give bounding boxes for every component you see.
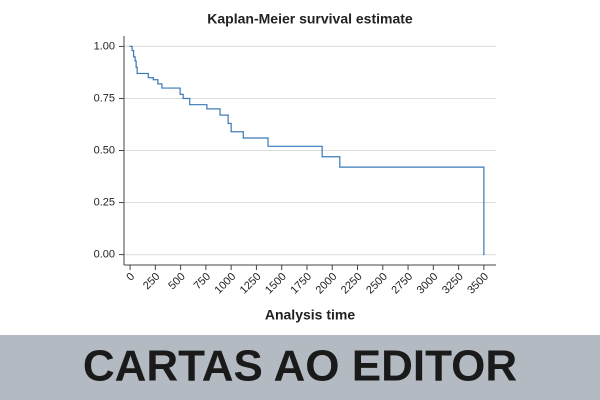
banner	[0, 335, 600, 400]
y-tick-label: 1.00	[94, 40, 115, 52]
y-tick-label: 0.00	[94, 248, 115, 260]
y-tick-label: 0.25	[94, 196, 115, 208]
chart-title: Kaplan-Meier survival estimate	[207, 11, 413, 27]
y-tick-label: 0.75	[94, 92, 115, 104]
y-tick-label: 0.50	[94, 144, 115, 156]
banner-text: CARTAS AO EDITOR	[83, 342, 517, 391]
x-axis-label: Analysis time	[265, 307, 355, 323]
background	[0, 0, 600, 335]
